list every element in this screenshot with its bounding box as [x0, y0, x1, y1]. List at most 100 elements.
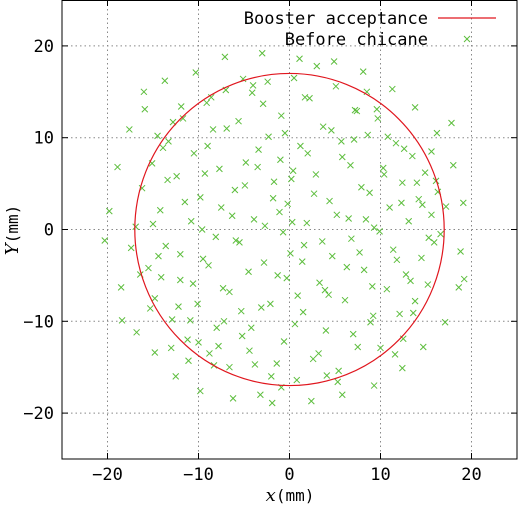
- data-point: [356, 249, 363, 256]
- acceptance-curve-group: [134, 72, 445, 387]
- data-point: [207, 93, 215, 101]
- data-point: [376, 227, 383, 235]
- data-point: [304, 149, 312, 157]
- data-point: [196, 387, 204, 395]
- data-point: [279, 228, 287, 236]
- data-point: [267, 373, 275, 380]
- data-point: [449, 161, 457, 169]
- data-point: [351, 106, 359, 114]
- data-point: [184, 336, 191, 344]
- data-point: [411, 297, 419, 305]
- data-point: [238, 332, 246, 340]
- data-point: [198, 226, 206, 233]
- data-point: [399, 335, 407, 343]
- data-point: [374, 115, 382, 122]
- data-point: [353, 107, 361, 115]
- data-point: [151, 349, 159, 356]
- data-point: [247, 324, 255, 332]
- data-point: [457, 248, 464, 255]
- data-point: [140, 88, 148, 96]
- data-point: [391, 350, 399, 358]
- data-point: [373, 105, 381, 113]
- data-point: [192, 69, 200, 76]
- data-point: [370, 224, 378, 232]
- data-point: [413, 179, 421, 187]
- y-tick-label: 10: [34, 129, 54, 149]
- data-point: [172, 373, 180, 380]
- data-point: [297, 142, 304, 150]
- data-point: [293, 376, 301, 384]
- data-point: [402, 271, 410, 278]
- data-point: [428, 148, 435, 155]
- x-tick-label: 20: [461, 465, 481, 485]
- data-point: [405, 217, 413, 225]
- data-point: [260, 259, 268, 266]
- x-axis-label: x(mm): [266, 485, 315, 506]
- x-tick-label: −10: [183, 465, 214, 485]
- data-point: [424, 281, 432, 288]
- x-axis-unit: (mm): [276, 486, 315, 505]
- data-point: [332, 82, 340, 90]
- data-point: [257, 304, 265, 311]
- data-point: [195, 339, 202, 346]
- data-point: [204, 142, 211, 150]
- data-point: [366, 189, 373, 197]
- data-point: [118, 317, 126, 324]
- data-point: [398, 179, 406, 187]
- data-point: [151, 294, 159, 302]
- data-point: [316, 279, 323, 287]
- data-point: [328, 252, 336, 260]
- data-point: [209, 126, 217, 133]
- legend-marker-x: [463, 35, 471, 43]
- data-point: [255, 146, 262, 153]
- data-point: [281, 129, 289, 137]
- data-point: [386, 204, 393, 211]
- data-point: [343, 263, 351, 271]
- data-point: [161, 77, 169, 85]
- axes: [61, 0, 518, 460]
- data-point: [307, 397, 315, 405]
- data-point: [232, 237, 240, 244]
- data-point: [270, 178, 278, 186]
- data-point: [117, 283, 125, 291]
- data-point: [228, 212, 236, 220]
- y-tick-label: −10: [23, 312, 54, 332]
- x-tick-label: 0: [284, 465, 294, 485]
- data-point: [155, 252, 162, 260]
- data-point: [186, 317, 194, 324]
- data-point: [354, 343, 362, 351]
- data-point: [177, 103, 185, 110]
- data-point: [206, 350, 213, 357]
- data-point: [187, 217, 195, 225]
- legend-swatch-before-chicane: [463, 35, 471, 43]
- data-point: [199, 255, 207, 263]
- data-point: [326, 197, 333, 205]
- data-point: [259, 100, 267, 108]
- data-point: [267, 300, 274, 308]
- data-point: [133, 328, 140, 336]
- data-point: [132, 223, 140, 231]
- data-point: [141, 105, 149, 113]
- data-point: [196, 194, 204, 201]
- data-point: [251, 361, 259, 368]
- data-point: [164, 176, 171, 184]
- data-point: [425, 234, 433, 242]
- data-point: [328, 127, 335, 134]
- data-point: [114, 163, 121, 171]
- data-point: [398, 364, 406, 372]
- data-point: [411, 104, 419, 111]
- data-point: [345, 215, 353, 222]
- data-point: [219, 284, 227, 292]
- data-point: [348, 235, 355, 243]
- tick-labels: −20 −10 0 10 20 −20 −10 0 10 20: [23, 37, 481, 485]
- data-point: [283, 274, 291, 282]
- data-point: [273, 360, 281, 367]
- data-point: [274, 272, 282, 279]
- y-tick-label: −20: [23, 404, 54, 424]
- scatter-points: [101, 49, 468, 407]
- data-point: [237, 307, 245, 315]
- data-point: [384, 133, 392, 141]
- data-point: [419, 343, 427, 351]
- data-point: [105, 207, 113, 215]
- data-point: [291, 320, 299, 328]
